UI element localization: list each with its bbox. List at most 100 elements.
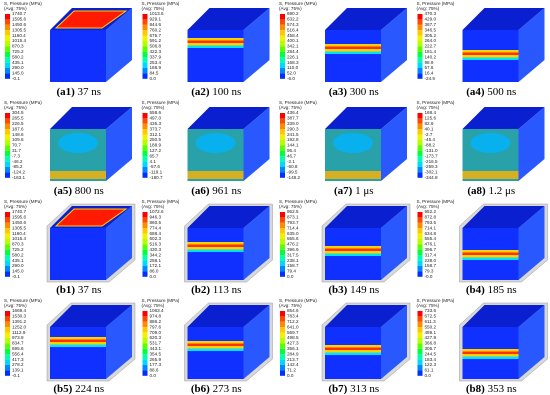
legend-band xyxy=(142,260,148,266)
legend-band xyxy=(5,113,10,119)
cube-side xyxy=(106,8,132,82)
legend-band xyxy=(417,51,423,58)
legend-value: 241.5 xyxy=(287,132,299,137)
legend-avg: (Avg: 75%) xyxy=(142,204,165,209)
caption-label: (b5) xyxy=(53,383,72,395)
legend-value: 86.0 xyxy=(150,269,159,274)
panel: S, Pressure (MPa)(Avg: 75%)733.6672.5611… xyxy=(417,298,548,395)
legend-band xyxy=(417,156,423,162)
caption: (a5) 800 ns xyxy=(54,185,104,197)
legend-value: 974.8 xyxy=(150,314,162,319)
legend-value: 580.2 xyxy=(12,54,24,59)
cube-top xyxy=(462,107,545,129)
cube-side xyxy=(381,206,407,280)
cube-side xyxy=(106,305,132,379)
legend-avg: (Avg: 75%) xyxy=(4,303,27,308)
caption-label: (b2) xyxy=(191,284,210,296)
caption-label: (b4) xyxy=(466,284,485,296)
legend-value: -24.9 xyxy=(425,76,436,81)
legend-band xyxy=(5,233,10,239)
legend-band xyxy=(280,62,285,68)
stress-band xyxy=(462,255,519,258)
legend-value: 177.3 xyxy=(150,362,162,367)
legend-title: S, Pressure (MPa) xyxy=(417,100,455,105)
caption-time: 300 ns xyxy=(350,86,379,98)
legend-value: 634.8 xyxy=(425,231,437,236)
legend-value: 122.3 xyxy=(425,362,437,367)
legend-title: S, Pressure (MPa) xyxy=(279,298,317,303)
panel: S, Pressure (MPa)(Avg: 75%)168.4125.682.… xyxy=(417,100,545,197)
legend-band xyxy=(417,172,423,178)
stress-band xyxy=(462,356,519,359)
legend-band xyxy=(142,354,148,360)
caption-time: 185 ns xyxy=(488,284,517,296)
legend-band xyxy=(280,118,285,124)
legend-value: 1063.4 xyxy=(150,308,164,313)
caption: (a8) 1.2 μs xyxy=(467,185,515,197)
legend-band xyxy=(417,244,423,250)
legend-value: 489.1 xyxy=(425,330,437,335)
legend-value: -45.4 xyxy=(425,137,436,142)
legend-value: 339.0 xyxy=(287,121,299,126)
legend-band xyxy=(417,212,423,218)
legend-band xyxy=(5,68,10,74)
legend-band xyxy=(417,24,423,31)
legend-band xyxy=(142,150,148,157)
stress-band xyxy=(187,249,244,252)
legend-band xyxy=(417,249,423,256)
legend-value: -173.7 xyxy=(425,153,438,158)
legend-value: 46.7 xyxy=(287,153,296,158)
legend-band xyxy=(417,140,423,146)
legend-band xyxy=(5,266,10,272)
legend-band xyxy=(280,30,285,36)
legend-band xyxy=(5,338,10,344)
caption: (a6) 961 ns xyxy=(191,185,241,197)
caption-time: 800 ns xyxy=(75,185,104,197)
legend-value: 366.8 xyxy=(425,341,437,346)
legend-value: 181.4 xyxy=(425,49,437,54)
legend-value: 709.0 xyxy=(150,330,162,335)
cube-front xyxy=(50,228,106,280)
legend-band xyxy=(5,321,10,328)
legend-band xyxy=(417,228,423,234)
legend-value: 344.2 xyxy=(150,252,162,257)
legend-band xyxy=(5,150,10,157)
legend-value: 52.0 xyxy=(287,71,296,76)
legend-band xyxy=(5,167,10,173)
legend-band xyxy=(280,228,285,234)
legend-band xyxy=(142,46,148,52)
legend-value: 531.7 xyxy=(150,341,162,346)
legend-band xyxy=(280,359,285,365)
legend-band xyxy=(417,316,423,322)
legend-value: -302.1 xyxy=(425,170,438,175)
legend-value: 1740.7 xyxy=(12,209,26,214)
legend-value: 0.0 xyxy=(150,274,157,279)
caption-time: 353 ns xyxy=(488,383,517,395)
legend-band xyxy=(142,57,148,63)
legend-band xyxy=(5,354,10,360)
legend-title: S, Pressure (MPa) xyxy=(4,199,42,204)
legend-value: 57.6 xyxy=(425,65,434,70)
legend-band xyxy=(417,255,423,261)
legend-value: 356.1 xyxy=(287,346,299,351)
cube-front xyxy=(187,327,244,379)
legend-value: 558.6 xyxy=(150,110,162,115)
legend-value: 602.3 xyxy=(150,236,162,241)
legend-value: -85.2 xyxy=(12,164,23,169)
legend-value: 144.1 xyxy=(287,143,299,148)
legend-value: 695.6 xyxy=(12,346,24,351)
caption-time: 1 μs xyxy=(355,185,373,197)
legend-band xyxy=(417,233,423,239)
stress-band xyxy=(187,40,244,43)
legend-value: 714.4 xyxy=(287,225,299,230)
legend-value: 641.0 xyxy=(287,324,299,329)
legend-value: 1595.6 xyxy=(12,17,26,22)
stress-band xyxy=(462,57,519,60)
stress-band xyxy=(50,337,106,340)
legend-band xyxy=(5,161,10,167)
legend-band xyxy=(142,343,148,349)
cube-top xyxy=(325,206,407,228)
hot-zone xyxy=(54,208,128,227)
legend-band xyxy=(417,332,423,338)
legend-value: 714.1 xyxy=(425,225,437,230)
